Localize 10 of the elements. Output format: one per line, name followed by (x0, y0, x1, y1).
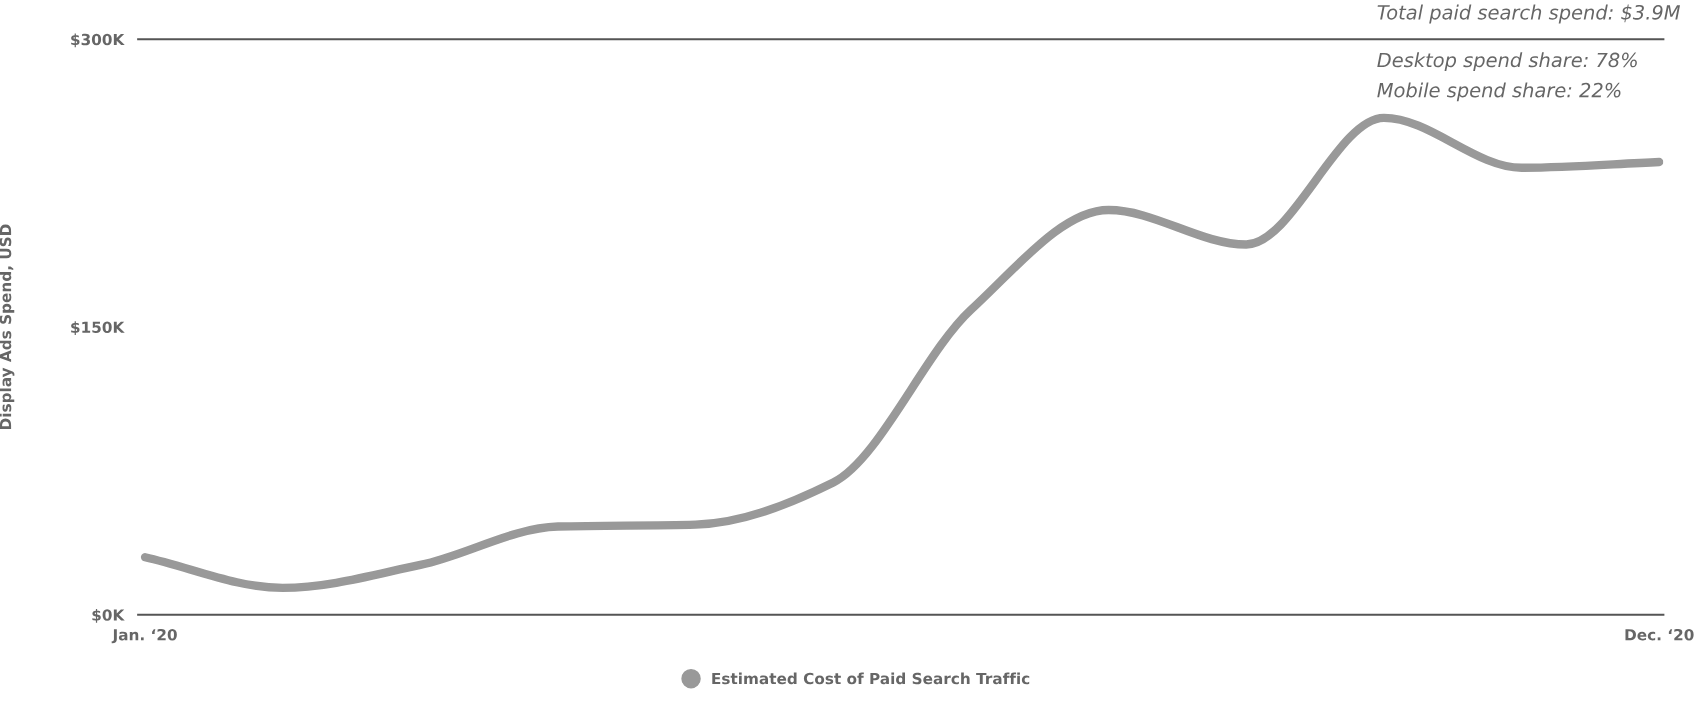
annotation: Mobile spend share: 22% (1377, 82, 1621, 102)
annotation: Desktop spend share: 78% (1377, 52, 1637, 72)
text: Total paid search spend: $3.9M (1377, 4, 1680, 24)
y-axis-title: Display Ads Spend, USD (0, 224, 15, 430)
y-tick-label: $150K (71, 321, 125, 336)
x-tick-label: Dec. ‘20 (1625, 628, 1694, 641)
x-tick-label: Jan. ‘20 (111, 628, 177, 644)
legend-label: Estimated Cost of Paid Search Traffic (712, 672, 1030, 685)
y-tick-label: $300K (71, 33, 125, 48)
y-tick-label: $0K (92, 608, 125, 623)
